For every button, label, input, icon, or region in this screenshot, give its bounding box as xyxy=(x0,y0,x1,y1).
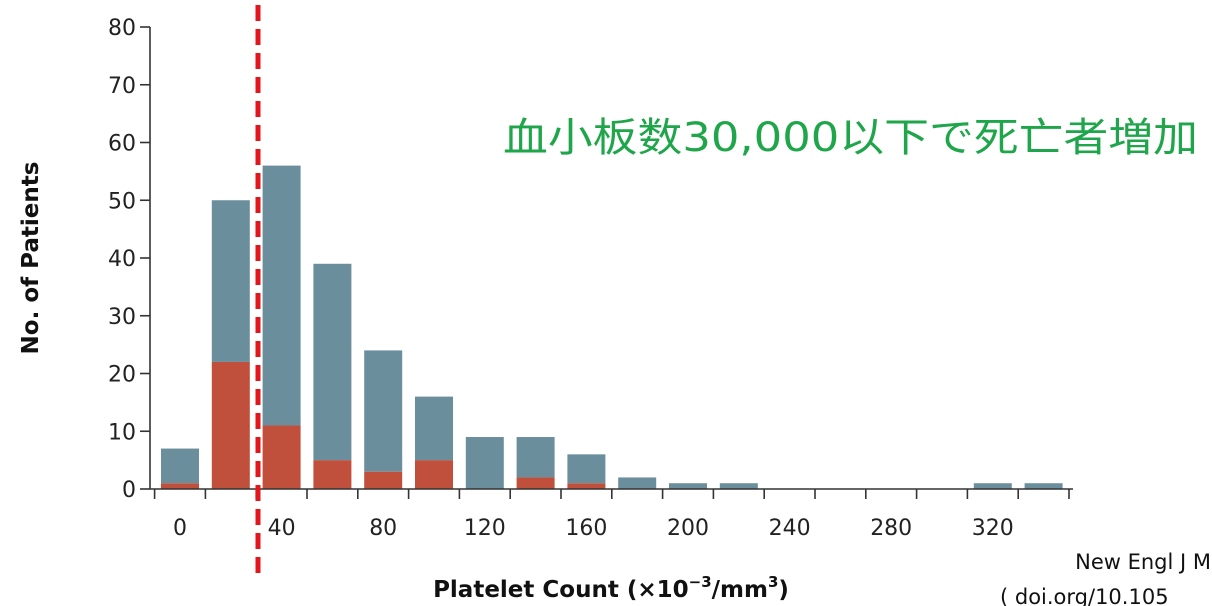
bar-segment-upper xyxy=(313,264,351,460)
source-line-1: New Engl J M xyxy=(1075,550,1211,574)
x-axis-title-main: Platelet Count (×10 xyxy=(433,577,689,603)
y-tick-label: 40 xyxy=(108,247,136,272)
bar-segment-upper xyxy=(517,437,555,477)
y-tick-label: 20 xyxy=(108,363,136,388)
bar-segment-lower xyxy=(364,472,402,489)
x-tick-label: 40 xyxy=(268,516,296,541)
x-tick-label: 200 xyxy=(667,516,709,541)
y-tick-label: 70 xyxy=(108,74,136,99)
x-axis-title: Platelet Count (×10−3/mm3) xyxy=(433,573,789,603)
bar-segment-lower xyxy=(517,477,555,489)
x-tick-label: 320 xyxy=(972,516,1014,541)
x-tick-label: 0 xyxy=(173,516,187,541)
bar-segment-lower xyxy=(313,460,351,489)
bar-segment-upper xyxy=(567,454,605,483)
x-tick-label: 240 xyxy=(769,516,811,541)
y-axis-title: No. of Patients xyxy=(18,162,44,355)
x-axis-title-sup2: 3 xyxy=(768,573,778,591)
source-line-2: ( doi.org/10.105 xyxy=(1000,585,1169,606)
bar-segment-lower xyxy=(212,362,250,489)
bar-segment-lower xyxy=(415,460,453,489)
bar-segment-lower xyxy=(263,425,301,489)
y-tick-label: 50 xyxy=(108,189,136,214)
y-tick-label: 80 xyxy=(108,16,136,41)
y-ticks: 0 10 20 30 40 50 60 70 80 xyxy=(108,16,150,503)
bar-segment-upper xyxy=(161,449,199,484)
x-tick-label: 160 xyxy=(565,516,607,541)
y-tick-label: 30 xyxy=(108,305,136,330)
annotation-text: 血小板数30,000以下で死亡者増加 xyxy=(503,115,1198,161)
bar-segment-lower xyxy=(567,483,605,489)
x-tick-label: 280 xyxy=(870,516,912,541)
bar-segment-upper xyxy=(364,350,402,471)
bars-layer xyxy=(161,166,1063,489)
bar-segment-upper xyxy=(720,483,758,489)
bar-segment-upper xyxy=(466,437,504,489)
y-tick-label: 10 xyxy=(108,420,136,445)
bar-segment-upper xyxy=(618,477,656,489)
bar-segment-upper xyxy=(212,200,250,362)
bar-segment-upper xyxy=(669,483,707,489)
x-ticks: 0 40 80 120 160 200 240 280 320 xyxy=(155,489,1069,541)
x-axis-title-end: ) xyxy=(778,577,789,603)
y-tick-label: 0 xyxy=(122,478,136,503)
bar-segment-upper xyxy=(1025,483,1063,489)
x-tick-label: 80 xyxy=(369,516,397,541)
bar-segment-upper xyxy=(415,397,453,461)
x-tick-label: 120 xyxy=(464,516,506,541)
bar-segment-lower xyxy=(161,483,199,489)
bar-segment-upper xyxy=(974,483,1012,489)
bar-segment-upper xyxy=(263,166,301,426)
y-tick-label: 60 xyxy=(108,132,136,157)
x-axis-title-sup1: −3 xyxy=(689,573,712,591)
x-axis-title-mid: /mm xyxy=(712,577,768,603)
